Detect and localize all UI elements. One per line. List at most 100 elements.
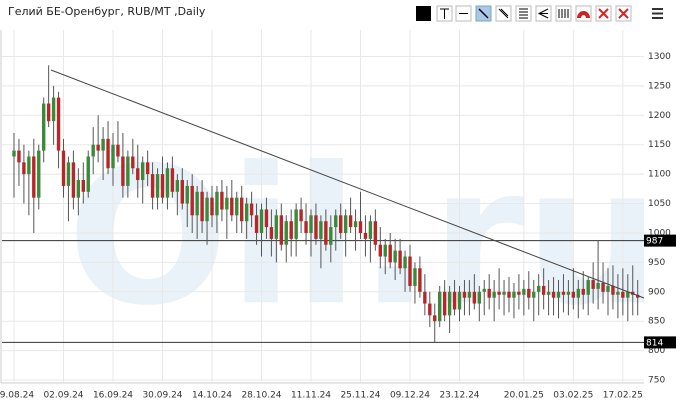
x-tick-label: 17.02.25 [603, 391, 643, 401]
candle-body [101, 138, 105, 151]
candle-body [81, 180, 85, 192]
candle-body [165, 168, 170, 198]
y-tick-label: 750 [648, 376, 665, 386]
candle-body [462, 291, 467, 298]
level-box [644, 234, 676, 247]
candle-body [541, 285, 546, 295]
candle-body [591, 280, 595, 289]
menu[interactable] [652, 8, 663, 19]
candle-body [175, 180, 180, 192]
y-tick-label: 800 [648, 346, 665, 356]
x-tick-label: 03.02.25 [553, 391, 593, 401]
candle-body [56, 97, 61, 151]
candle-body [339, 215, 343, 233]
tool-fib[interactable] [515, 5, 532, 22]
y-tick-label: 1050 [648, 199, 671, 209]
candle-body [195, 191, 199, 216]
x-tick-label: 19.08.24 [0, 391, 34, 401]
candle-body [284, 221, 288, 245]
candle-body [502, 291, 506, 295]
candle-body [561, 291, 566, 295]
x-tick-label: 14.10.24 [192, 391, 232, 401]
y-tick-label: 1000 [648, 228, 671, 238]
candle-body [150, 174, 155, 198]
tool-color[interactable] [416, 6, 431, 21]
candle-body [472, 291, 477, 304]
candle-body [334, 215, 338, 228]
candle-body [210, 197, 214, 216]
candle-body [438, 291, 442, 322]
candle-body [185, 185, 189, 204]
y-tick-label: 1300 [648, 52, 671, 62]
candle-body [319, 221, 323, 239]
candle-body [571, 291, 576, 298]
level-box [644, 336, 676, 349]
candle-body [225, 197, 229, 210]
candle-body [121, 156, 125, 186]
x-tick-label: 09.12.24 [390, 391, 430, 401]
candle-body [373, 221, 378, 245]
candle-body [17, 150, 21, 163]
x-tick-label: 16.09.24 [93, 391, 133, 401]
candle-body [586, 280, 590, 295]
candle-body [170, 168, 175, 192]
icon [519, 8, 528, 19]
candle-body [363, 232, 368, 239]
level-label: 814 [646, 338, 663, 348]
x-tick-label: 11.11.24 [291, 391, 331, 401]
tool-channel[interactable] [555, 5, 572, 22]
candle-body [264, 209, 269, 228]
candle-body [309, 215, 313, 233]
candle-body [240, 197, 244, 222]
candle-body [32, 156, 36, 198]
candle-body [358, 221, 363, 233]
candle-body [611, 285, 615, 295]
candle-body [522, 288, 526, 295]
candle-body [51, 97, 56, 122]
x-tick-label: 25.11.24 [340, 391, 380, 401]
candle-body [299, 209, 303, 222]
candle-body [294, 209, 298, 239]
candle-body [155, 174, 160, 198]
candle-body [37, 150, 41, 198]
x-tick-label: 30.09.24 [142, 391, 182, 401]
candle-body [42, 103, 46, 151]
icon [537, 8, 549, 19]
trend-line [50, 69, 645, 299]
candle-body [76, 180, 81, 198]
candle-body [91, 144, 95, 157]
candle-body [428, 303, 432, 316]
candle-body [249, 203, 254, 216]
candle-body [621, 291, 625, 298]
candle-body [314, 215, 318, 239]
candle-body [141, 162, 145, 181]
candle-body [254, 215, 259, 233]
candle-body [86, 156, 90, 192]
candle-body [532, 291, 536, 298]
candle-body [348, 215, 353, 228]
candle-body [46, 103, 51, 122]
level-label: 987 [646, 237, 663, 247]
x-tick-label: 02.09.24 [43, 391, 83, 401]
candle-body [517, 291, 521, 295]
candle-body [537, 285, 541, 292]
candle-body [452, 291, 457, 310]
candle-body [408, 256, 412, 286]
y-tick-label: 950 [648, 258, 665, 268]
candle-body [388, 244, 392, 263]
candle-body [566, 291, 571, 295]
icon [618, 8, 629, 19]
candle-body [507, 291, 511, 298]
chart-title: Гелий БЕ-Оренбург, RUB/MT ,Daily [8, 5, 206, 18]
candle-body [145, 162, 150, 175]
candle-body [512, 291, 516, 298]
candle-body [398, 250, 402, 269]
icon [478, 8, 489, 19]
candle-body [556, 291, 561, 298]
candle-body [413, 268, 417, 286]
candle-body [433, 315, 437, 322]
x-tick-label: 28.10.24 [241, 391, 281, 401]
candle-body [274, 215, 279, 239]
candle-body [131, 156, 135, 169]
